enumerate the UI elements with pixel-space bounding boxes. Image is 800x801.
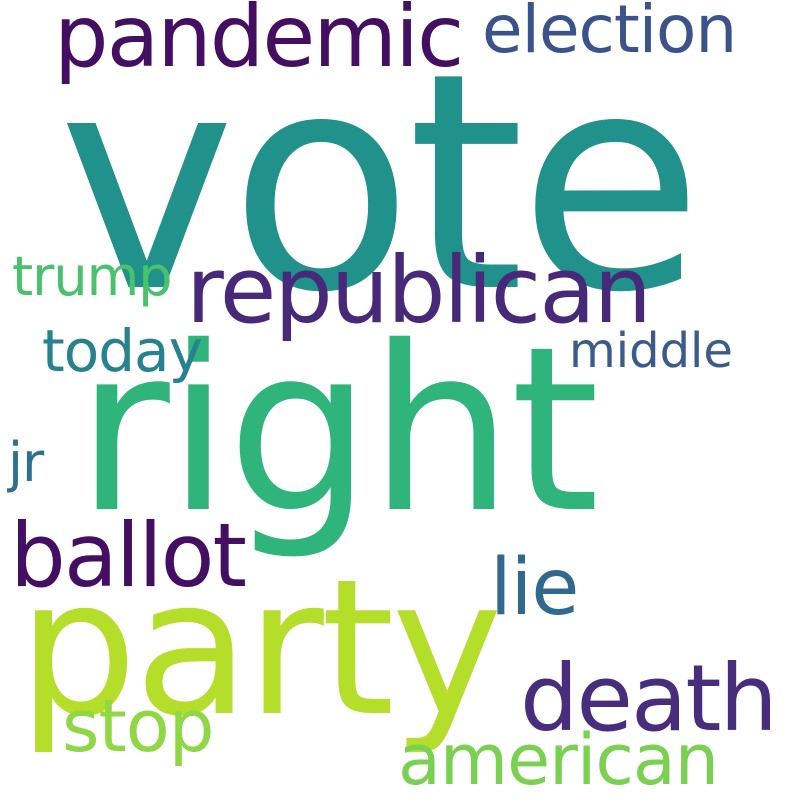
word-vote: vote <box>58 9 703 358</box>
word-death: death <box>520 645 778 752</box>
word-party: party <box>18 539 503 758</box>
word-trump: trump <box>12 245 172 308</box>
word-election: election <box>482 0 737 68</box>
word-pandemic: pandemic <box>54 0 464 87</box>
word-right: right <box>76 297 600 563</box>
word-american: american <box>398 719 719 801</box>
word-republican: republican <box>186 237 652 344</box>
word-stop: stop <box>62 684 214 768</box>
word-lie: lie <box>490 543 579 633</box>
word-today: today <box>42 317 203 385</box>
word-middle: middle <box>569 323 733 379</box>
word-jr: jr <box>8 431 44 494</box>
word-ballot: ballot <box>10 504 247 607</box>
